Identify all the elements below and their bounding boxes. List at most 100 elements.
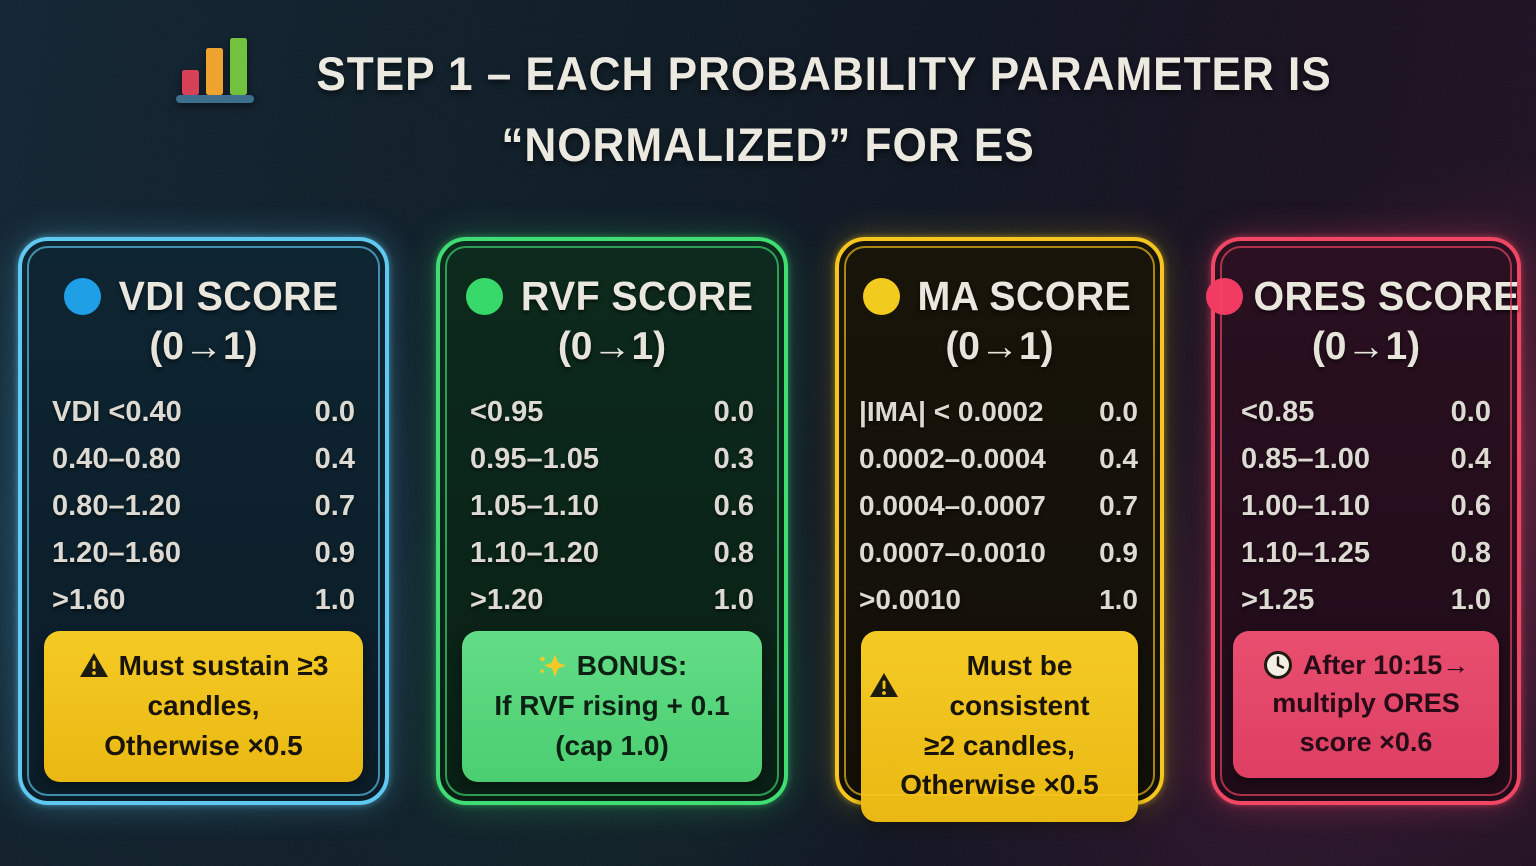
table-row: 1.20–1.60 0.9 xyxy=(52,537,355,584)
row-label: >0.0010 xyxy=(859,584,961,615)
note-text: Must sustain ≥3 xyxy=(118,650,329,681)
page-title-line2: “NORMALIZED” FOR ES xyxy=(501,118,1035,171)
warning-icon xyxy=(869,672,899,699)
table-row: 0.95–1.05 0.3 xyxy=(470,443,754,490)
card-title: RVF SCORE xyxy=(520,273,754,319)
note-text: Otherwise ×0.5 xyxy=(900,769,1099,801)
table-row: VDI <0.40 0.0 xyxy=(52,396,355,443)
note-text: score ×0.6 xyxy=(1299,726,1433,757)
row-value: 0.4 xyxy=(1099,443,1138,474)
table-row: >1.60 1.0 xyxy=(52,584,355,631)
table-row: 1.10–1.20 0.8 xyxy=(470,537,754,584)
table-row: 0.80–1.20 0.7 xyxy=(52,490,355,537)
green-dot-icon xyxy=(465,278,503,315)
row-label: <0.85 xyxy=(1241,396,1315,428)
rvf-score-card: RVF SCORE (0→1) <0.95 0.0 0.95–1.05 0.3 … xyxy=(436,237,788,805)
pink-dot-icon xyxy=(1206,278,1244,315)
row-value: 0.7 xyxy=(1099,490,1138,521)
table-row: <0.95 0.0 xyxy=(470,396,754,443)
row-value: 1.0 xyxy=(1450,584,1491,616)
clock-icon xyxy=(1263,650,1293,680)
row-label: <0.95 xyxy=(470,396,544,428)
row-value: 1.0 xyxy=(713,584,754,616)
sparkles-icon xyxy=(537,651,567,681)
note-text: (cap 1.0) xyxy=(555,729,669,761)
row-value: 1.0 xyxy=(1099,584,1138,615)
time-rule-note: After 10:15→ multiply ORES score ×0.6 xyxy=(1233,631,1499,778)
warning-icon xyxy=(79,652,109,679)
ma-score-card: MA SCORE (0→1) |IMA| < 0.0002 0.0 0.0002… xyxy=(835,237,1164,822)
row-label: >1.20 xyxy=(470,584,544,616)
row-value: 0.0 xyxy=(314,396,355,428)
card-title: VDI SCORE xyxy=(118,273,339,319)
row-label: 1.05–1.10 xyxy=(470,490,600,522)
row-label: 1.00–1.10 xyxy=(1241,490,1371,522)
card-header: ORES SCORE xyxy=(1206,273,1521,320)
table-row: >0.0010 1.0 xyxy=(859,584,1138,631)
score-table: <0.95 0.0 0.95–1.05 0.3 1.05–1.10 0.6 1.… xyxy=(470,396,754,631)
table-row: |IMA| < 0.0002 0.0 xyxy=(859,396,1138,443)
row-label: 0.0004–0.0007 xyxy=(859,490,1046,521)
table-row: 0.0002–0.0004 0.4 xyxy=(859,443,1138,490)
row-label: >1.60 xyxy=(52,584,126,616)
card-header: VDI SCORE xyxy=(22,273,385,320)
table-row: 0.0004–0.0007 0.7 xyxy=(859,490,1138,537)
note-text: candles, xyxy=(147,689,260,721)
row-label: 0.85–1.00 xyxy=(1241,443,1371,475)
page-title-line1: STEP 1 – EACH PROBABILITY PARAMETER IS xyxy=(316,47,1332,100)
card-header: RVF SCORE xyxy=(440,273,784,320)
vdi-score-card: VDI SCORE (0→1) VDI <0.40 0.0 0.40–0.80 … xyxy=(18,237,389,805)
table-row: 1.00–1.10 0.6 xyxy=(1241,490,1491,537)
blue-dot-icon xyxy=(63,278,101,315)
row-value: 0.9 xyxy=(1099,537,1138,568)
row-label: 0.0002–0.0004 xyxy=(859,443,1046,474)
note-text: BONUS: xyxy=(576,650,688,681)
note-text: ≥2 candles, xyxy=(924,729,1075,761)
row-label: 0.80–1.20 xyxy=(52,490,182,522)
bonus-note: BONUS: If RVF rising + 0.1 (cap 1.0) xyxy=(462,631,762,783)
row-label: 0.0007–0.0010 xyxy=(859,537,1046,568)
score-table: |IMA| < 0.0002 0.0 0.0002–0.0004 0.4 0.0… xyxy=(859,396,1138,631)
table-row: >1.25 1.0 xyxy=(1241,584,1491,631)
row-label: 1.10–1.25 xyxy=(1241,537,1371,569)
card-title: ORES SCORE xyxy=(1253,273,1521,319)
table-row: 1.10–1.25 0.8 xyxy=(1241,537,1491,584)
card-title: MA SCORE xyxy=(917,273,1132,319)
table-row: <0.85 0.0 xyxy=(1241,396,1491,443)
table-row: >1.20 1.0 xyxy=(470,584,754,631)
card-range: (0→1) xyxy=(1311,325,1421,368)
card-range: (0→1) xyxy=(945,325,1054,368)
table-row: 0.0007–0.0010 0.9 xyxy=(859,537,1138,584)
row-value: 0.4 xyxy=(314,443,355,475)
bar-chart-icon xyxy=(172,36,258,111)
row-value: 0.0 xyxy=(713,396,754,428)
row-value: 0.0 xyxy=(1099,396,1138,427)
row-value: 1.0 xyxy=(314,584,355,616)
row-value: 0.8 xyxy=(713,537,754,569)
warning-note: Must be consistent ≥2 candles, Otherwise… xyxy=(861,631,1138,822)
row-value: 0.6 xyxy=(713,490,754,522)
row-label: 1.20–1.60 xyxy=(52,537,182,569)
row-label: 0.40–0.80 xyxy=(52,443,182,475)
note-text: Must be consistent xyxy=(949,650,1090,721)
score-cards-row: VDI SCORE (0→1) VDI <0.40 0.0 0.40–0.80 … xyxy=(18,237,1521,822)
warning-note: Must sustain ≥3 candles, Otherwise ×0.5 xyxy=(44,631,363,783)
row-value: 0.8 xyxy=(1450,537,1491,569)
table-row: 0.85–1.00 0.4 xyxy=(1241,443,1491,490)
row-label: 1.10–1.20 xyxy=(470,537,600,569)
note-text: Otherwise ×0.5 xyxy=(104,729,303,761)
note-text: If RVF rising + 0.1 xyxy=(494,689,730,721)
table-row: 0.40–0.80 0.4 xyxy=(52,443,355,490)
table-row: 1.05–1.10 0.6 xyxy=(470,490,754,537)
row-label: >1.25 xyxy=(1241,584,1315,616)
card-range: (0→1) xyxy=(149,325,258,368)
card-header: MA SCORE xyxy=(839,273,1160,320)
row-value: 0.0 xyxy=(1450,396,1491,428)
page-header: STEP 1 – EACH PROBABILITY PARAMETER IS “… xyxy=(0,36,1536,172)
card-range: (0→1) xyxy=(557,325,667,368)
note-text: After 10:15→ xyxy=(1302,650,1470,680)
score-table: <0.85 0.0 0.85–1.00 0.4 1.00–1.10 0.6 1.… xyxy=(1241,396,1491,631)
row-label: |IMA| < 0.0002 xyxy=(859,396,1044,427)
ores-score-card: ORES SCORE (0→1) <0.85 0.0 0.85–1.00 0.4… xyxy=(1206,237,1521,805)
